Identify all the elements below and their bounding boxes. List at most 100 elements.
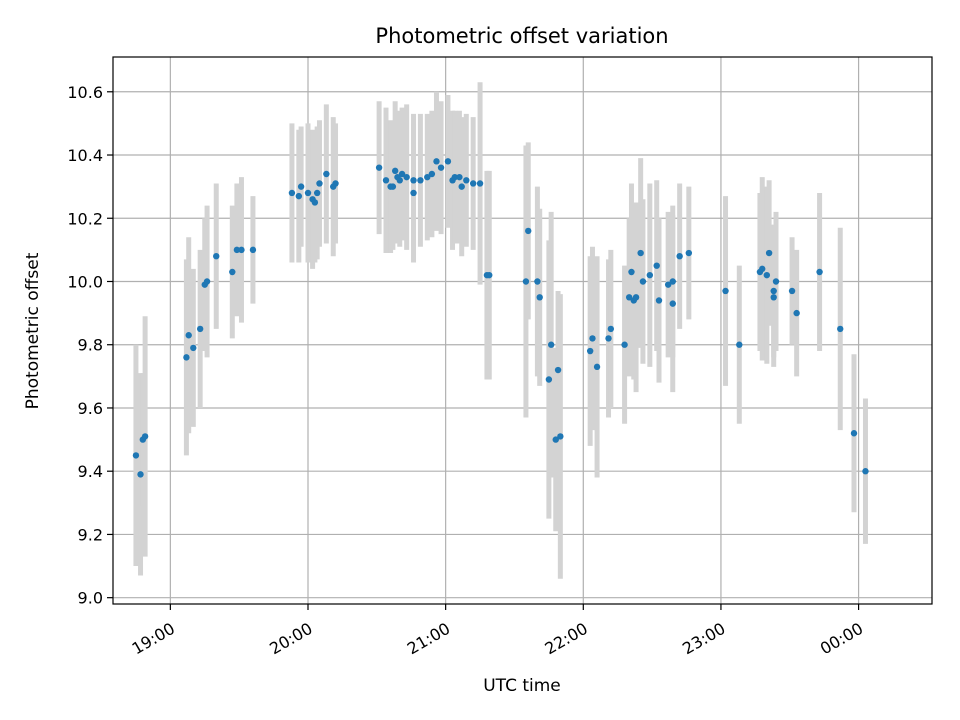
data-point xyxy=(316,180,323,187)
data-point xyxy=(816,268,823,276)
data-point xyxy=(545,376,553,383)
data-point xyxy=(424,173,431,181)
data-point xyxy=(295,192,303,200)
data-point xyxy=(772,278,780,285)
y-tick-label: 10.6 xyxy=(67,83,103,102)
data-point xyxy=(213,252,220,260)
y-tick-label: 9.2 xyxy=(78,525,103,544)
data-points xyxy=(132,158,869,478)
data-point xyxy=(190,344,197,352)
data-point xyxy=(554,366,562,374)
data-point xyxy=(628,268,635,276)
data-point xyxy=(391,167,399,175)
data-point xyxy=(476,180,484,187)
data-point xyxy=(862,468,869,475)
data-point xyxy=(249,246,257,254)
data-point xyxy=(196,325,204,333)
data-point xyxy=(417,177,424,184)
data-point xyxy=(233,246,241,254)
data-point xyxy=(437,164,445,171)
data-point xyxy=(793,309,800,317)
y-tick-label: 10.0 xyxy=(67,272,103,291)
data-point xyxy=(382,177,390,184)
data-point xyxy=(132,452,140,459)
data-point xyxy=(676,252,683,260)
data-point xyxy=(137,471,144,478)
data-point xyxy=(639,278,647,285)
data-point xyxy=(736,341,743,348)
data-point xyxy=(788,287,796,295)
data-point xyxy=(722,287,729,295)
data-point xyxy=(586,347,594,355)
data-point xyxy=(850,430,858,437)
data-point xyxy=(759,265,766,273)
data-point xyxy=(463,177,470,184)
data-point xyxy=(410,189,417,197)
data-point xyxy=(646,271,654,279)
data-point xyxy=(605,335,612,342)
y-tick-label: 10.4 xyxy=(67,146,103,165)
y-tick-label: 9.4 xyxy=(78,462,103,481)
data-point xyxy=(396,177,403,184)
data-point xyxy=(763,271,771,279)
data-point xyxy=(770,294,777,301)
data-point xyxy=(525,227,532,235)
data-point xyxy=(458,183,465,190)
data-point xyxy=(433,158,440,165)
y-axis-label: Photometric offset xyxy=(23,252,43,409)
y-tick-label: 10.2 xyxy=(67,209,103,228)
data-point xyxy=(837,325,844,333)
data-point xyxy=(536,294,543,301)
data-point xyxy=(311,199,319,206)
data-point xyxy=(552,436,559,443)
y-tick-label: 9.6 xyxy=(78,399,103,418)
data-point xyxy=(203,278,211,285)
data-point xyxy=(593,363,601,371)
data-point xyxy=(486,271,493,279)
chart-title: Photometric offset variation xyxy=(375,24,668,48)
data-point xyxy=(607,325,615,333)
data-point xyxy=(534,278,541,285)
data-point xyxy=(522,278,530,285)
data-point xyxy=(444,158,452,165)
data-point xyxy=(664,281,672,288)
data-point xyxy=(621,341,628,348)
data-point xyxy=(770,287,777,295)
data-point xyxy=(288,189,296,197)
data-point xyxy=(403,173,410,181)
data-point xyxy=(669,278,676,285)
data-point xyxy=(655,297,663,304)
y-axis-ticks: 9.0 9.2 9.4 9.6 9.8 10.0 10.2 10.4 10.6 xyxy=(67,83,113,608)
data-point xyxy=(238,246,245,254)
data-point xyxy=(332,180,339,187)
data-point xyxy=(428,170,436,178)
data-point xyxy=(637,249,644,257)
data-point xyxy=(685,249,693,257)
data-point xyxy=(589,335,596,342)
data-point xyxy=(669,300,676,307)
data-point xyxy=(304,189,312,197)
data-point xyxy=(229,268,236,276)
data-point xyxy=(185,332,192,339)
data-point xyxy=(451,173,459,181)
data-point xyxy=(297,183,305,190)
data-point xyxy=(375,164,383,171)
data-point xyxy=(141,433,149,440)
data-point xyxy=(469,180,477,187)
data-point xyxy=(398,170,406,178)
data-point xyxy=(625,294,633,301)
data-point xyxy=(547,341,555,348)
data-point xyxy=(632,294,640,301)
x-axis-label: UTC time xyxy=(483,676,561,696)
data-point xyxy=(410,177,417,184)
data-point xyxy=(313,189,321,197)
data-point xyxy=(456,173,463,181)
y-tick-label: 9.8 xyxy=(78,336,103,355)
y-tick-label: 9.0 xyxy=(78,589,103,608)
data-point xyxy=(765,249,773,257)
data-point xyxy=(389,183,397,190)
data-point xyxy=(557,433,564,440)
data-point xyxy=(323,170,330,178)
plot-frame xyxy=(112,56,933,605)
